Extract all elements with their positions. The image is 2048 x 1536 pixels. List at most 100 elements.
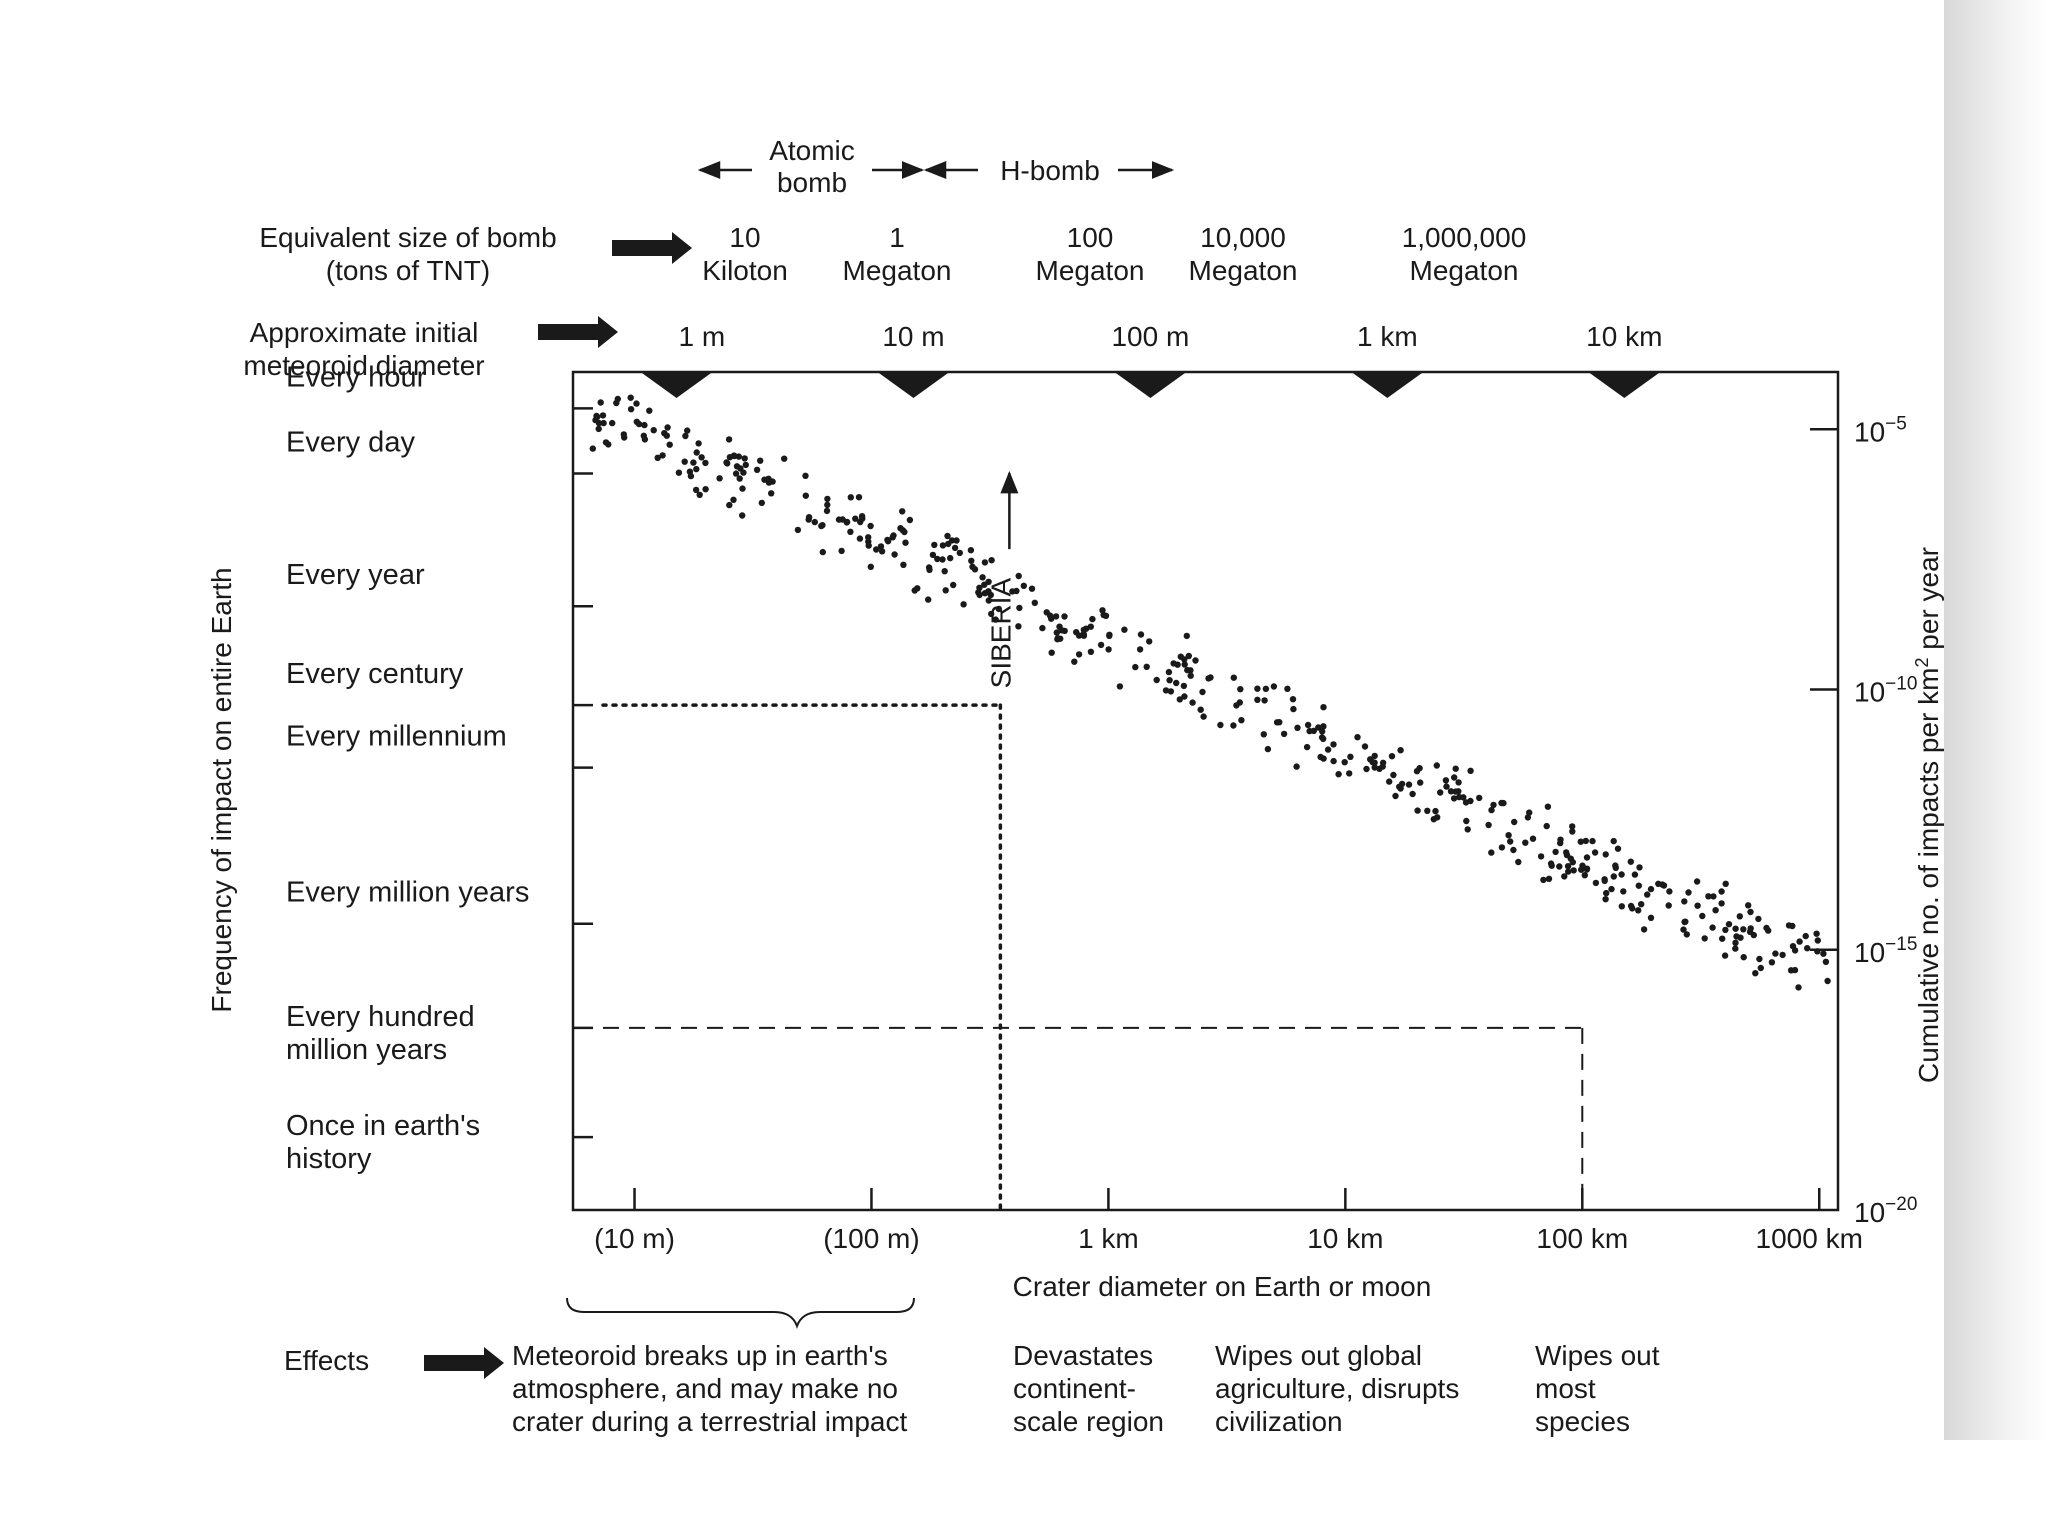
impact-data-point xyxy=(1121,626,1128,633)
impact-data-point xyxy=(1511,818,1518,826)
impact-data-point xyxy=(1722,880,1729,887)
impact-data-point xyxy=(664,424,671,431)
impact-data-point xyxy=(1488,806,1495,814)
impact-data-point xyxy=(1020,582,1027,589)
impact-data-point xyxy=(1740,954,1747,961)
impact-data-point xyxy=(1371,764,1378,771)
meteoroid-row-label-line1: Approximate initial xyxy=(250,317,479,348)
impact-data-point xyxy=(1718,900,1725,907)
impact-data-point xyxy=(884,536,891,544)
impact-data-point xyxy=(1824,977,1831,985)
effects-descriptions: Meteoroid breaks up in earth'satmosphere… xyxy=(512,1340,1660,1437)
bomb-size-text: Megaton xyxy=(843,255,952,286)
impact-data-point xyxy=(1565,868,1572,875)
bomb-size-text: Megaton xyxy=(1189,255,1298,286)
impact-data-point xyxy=(865,534,872,541)
impact-data-point xyxy=(1557,839,1564,847)
impact-data-point xyxy=(981,581,988,588)
impact-data-point xyxy=(1789,943,1797,950)
impact-data-point xyxy=(1545,875,1553,882)
bomb-row-label-line2: (tons of TNT) xyxy=(326,255,490,286)
impact-data-point xyxy=(1409,790,1416,798)
impact-data-point xyxy=(1320,704,1327,711)
impact-data-point xyxy=(1640,926,1648,933)
impact-data-point xyxy=(1371,759,1378,766)
impact-data-point xyxy=(1432,807,1439,815)
impact-data-point xyxy=(857,518,864,526)
impact-data-point xyxy=(1341,759,1348,766)
impact-data-point xyxy=(1054,635,1062,642)
impact-data-point xyxy=(633,418,640,425)
impact-data-point xyxy=(1270,683,1278,690)
impact-data-point xyxy=(1189,699,1196,706)
impact-data-point xyxy=(1721,952,1729,959)
impact-data-point xyxy=(1413,768,1421,775)
impact-data-point xyxy=(867,522,874,530)
impact-data-point xyxy=(948,537,956,544)
impact-data-point xyxy=(1230,674,1238,681)
impact-data-point xyxy=(1132,663,1139,671)
effect-description-line: continent- xyxy=(1013,1373,1136,1404)
impact-data-point xyxy=(1320,735,1327,742)
impact-data-point xyxy=(1515,858,1522,866)
impact-data-point xyxy=(1031,599,1039,606)
impact-data-point xyxy=(1680,926,1687,933)
impact-data-point xyxy=(847,494,854,501)
impact-data-point xyxy=(794,526,802,534)
impact-data-point xyxy=(742,461,749,469)
impact-data-point xyxy=(1763,924,1770,932)
impact-data-point xyxy=(1167,688,1175,695)
right-tick-base: 10 xyxy=(1854,1197,1885,1228)
meteoroid-size-labels: 1 m 10 m 100 m 1 km 10 km xyxy=(679,321,1663,352)
x-tick-label: 1000 km xyxy=(1756,1223,1863,1254)
impact-data-point xyxy=(684,427,691,434)
impact-data-point xyxy=(1745,902,1752,909)
impact-data-point xyxy=(1627,858,1635,865)
impact-data-point xyxy=(1772,950,1779,957)
impact-data-point xyxy=(1442,777,1450,784)
meteoroid-marker-triangle xyxy=(1351,372,1424,398)
impact-data-point xyxy=(1802,932,1809,940)
impact-data-point xyxy=(1710,893,1717,900)
effect-description-line: Meteoroid breaks up in earth's xyxy=(512,1340,888,1371)
impact-data-point xyxy=(1627,902,1635,910)
frequency-tick-label: million years xyxy=(286,1034,447,1066)
impact-data-point xyxy=(847,528,854,535)
impact-data-point xyxy=(614,395,621,403)
impact-data-point xyxy=(737,465,744,472)
impact-data-point xyxy=(650,427,657,434)
impact-data-point xyxy=(1529,835,1537,842)
impact-data-point xyxy=(1505,832,1512,839)
impact-data-point xyxy=(1524,814,1532,821)
impact-data-point xyxy=(1614,845,1622,852)
impact-data-point xyxy=(609,419,616,427)
impact-data-point xyxy=(979,574,986,581)
impact-data-point xyxy=(1552,848,1559,856)
impact-data-point xyxy=(1174,661,1181,668)
impact-data-point xyxy=(725,436,733,443)
impact-data-point xyxy=(805,516,812,523)
impact-data-point xyxy=(693,465,700,473)
impact-data-point xyxy=(1569,828,1576,835)
impact-data-point xyxy=(1522,839,1529,846)
impact-data-point xyxy=(934,555,941,563)
impact-data-point xyxy=(1080,632,1088,639)
impact-data-point xyxy=(1238,717,1245,724)
impact-data-point xyxy=(1490,801,1497,809)
impact-data-point xyxy=(960,601,967,608)
impact-data-point xyxy=(1635,907,1642,914)
atomic-bomb-label-line1: Atomic xyxy=(769,135,855,166)
impact-data-point xyxy=(939,542,947,549)
page-edge-shadow xyxy=(1944,0,2048,1440)
left-axis-title: Frequency of impact on entire Earth xyxy=(206,567,237,1012)
impact-data-point xyxy=(1699,912,1706,920)
meteoroid-size-label: 100 m xyxy=(1111,321,1189,352)
impact-data-point xyxy=(1804,945,1811,952)
impact-data-point xyxy=(1284,685,1291,692)
impact-data-point xyxy=(641,421,648,429)
bomb-row-label-line1: Equivalent size of bomb xyxy=(259,222,556,253)
frequency-tick-label: Every century xyxy=(286,658,464,690)
x-tick-label: 10 km xyxy=(1307,1223,1383,1254)
impact-data-point xyxy=(1015,623,1022,630)
